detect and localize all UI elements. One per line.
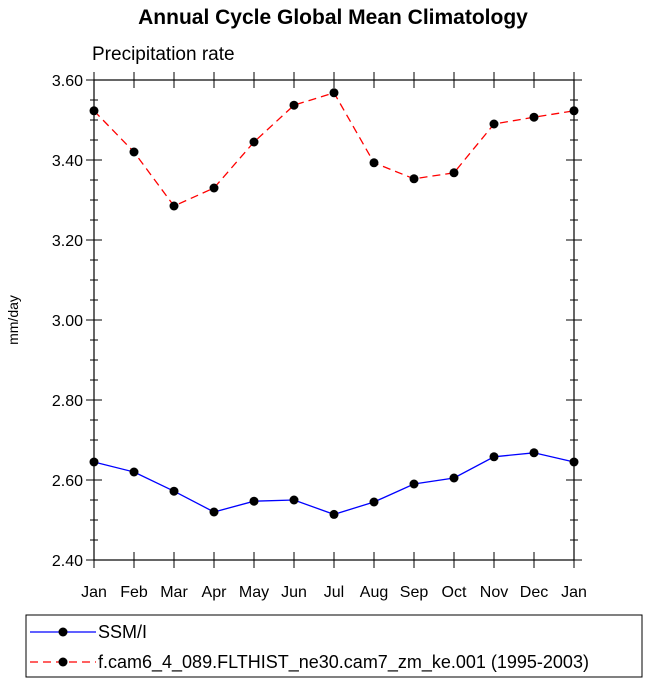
series-line-0 — [93, 452, 575, 516]
plot-axes: 2.40 2.60 2.80 3.00 3.20 3.40 3.60 Jan Feb Mar Apr… — [52, 72, 587, 601]
data-point — [409, 174, 419, 184]
data-point — [249, 496, 259, 506]
data-point — [129, 467, 139, 477]
data-point — [209, 507, 219, 517]
data-point — [569, 457, 579, 467]
x-tick-label: Dec — [520, 584, 548, 601]
y-tick-label: 3.40 — [52, 153, 83, 170]
legend-marker-ssmi — [58, 627, 68, 637]
y-tick-label: 3.60 — [52, 73, 83, 90]
x-tick-label: Jan — [81, 584, 107, 601]
data-point — [529, 448, 539, 458]
data-point — [89, 106, 99, 116]
y-tick-label: 2.40 — [52, 553, 83, 570]
x-tick-label: May — [239, 584, 269, 601]
y-tick-label: 3.20 — [52, 233, 83, 250]
series-1 — [89, 88, 579, 211]
x-tick-label: Jul — [324, 584, 344, 601]
legend-item-ssmi: SSM/I — [30, 622, 147, 642]
x-tick-label: Jun — [281, 584, 307, 601]
data-point — [129, 147, 139, 157]
data-point — [289, 495, 299, 505]
data-point — [169, 486, 179, 496]
data-point — [89, 457, 99, 467]
data-point — [409, 479, 419, 489]
data-point — [529, 112, 539, 122]
data-point — [209, 183, 219, 193]
data-point — [449, 473, 459, 483]
legend-item-model: f.cam6_4_089.FLTHIST_ne30.cam7_zm_ke.001… — [30, 652, 589, 673]
data-point — [169, 201, 179, 211]
y-axis-label: mm/day — [5, 295, 21, 345]
x-tick-label: Feb — [120, 584, 148, 601]
data-point — [289, 100, 299, 110]
series-0 — [89, 448, 579, 519]
data-point — [489, 119, 499, 129]
x-tick-label: Nov — [480, 584, 508, 601]
x-tick-label: Aug — [360, 584, 388, 601]
legend: SSM/I f.cam6_4_089.FLTHIST_ne30.cam7_zm_… — [25, 614, 643, 678]
x-tick-label: Jan — [561, 584, 587, 601]
legend-label-model: f.cam6_4_089.FLTHIST_ne30.cam7_zm_ke.001… — [98, 652, 589, 673]
legend-box — [25, 614, 643, 678]
data-point — [329, 88, 339, 98]
y-tick-label: 3.00 — [52, 313, 83, 330]
data-point — [369, 158, 379, 168]
y-tick-label: 2.60 — [52, 473, 83, 490]
legend-label-ssmi: SSM/I — [98, 622, 147, 642]
data-point — [249, 137, 259, 147]
plot-series — [89, 88, 579, 519]
data-point — [489, 452, 499, 462]
x-tick-label: Mar — [160, 584, 188, 601]
series-line-1 — [93, 92, 575, 207]
data-point — [369, 497, 379, 507]
data-point — [569, 106, 579, 116]
x-tick-label: Apr — [202, 584, 228, 601]
legend-marker-model — [58, 657, 68, 667]
x-tick-label: Oct — [442, 584, 467, 601]
x-tick-label: Sep — [400, 584, 429, 601]
y-tick-label: 2.80 — [52, 393, 83, 410]
data-point — [449, 168, 459, 178]
chart-subtitle: Precipitation rate — [92, 44, 235, 65]
chart-title: Annual Cycle Global Mean Climatology — [138, 6, 528, 29]
data-point — [329, 509, 339, 519]
